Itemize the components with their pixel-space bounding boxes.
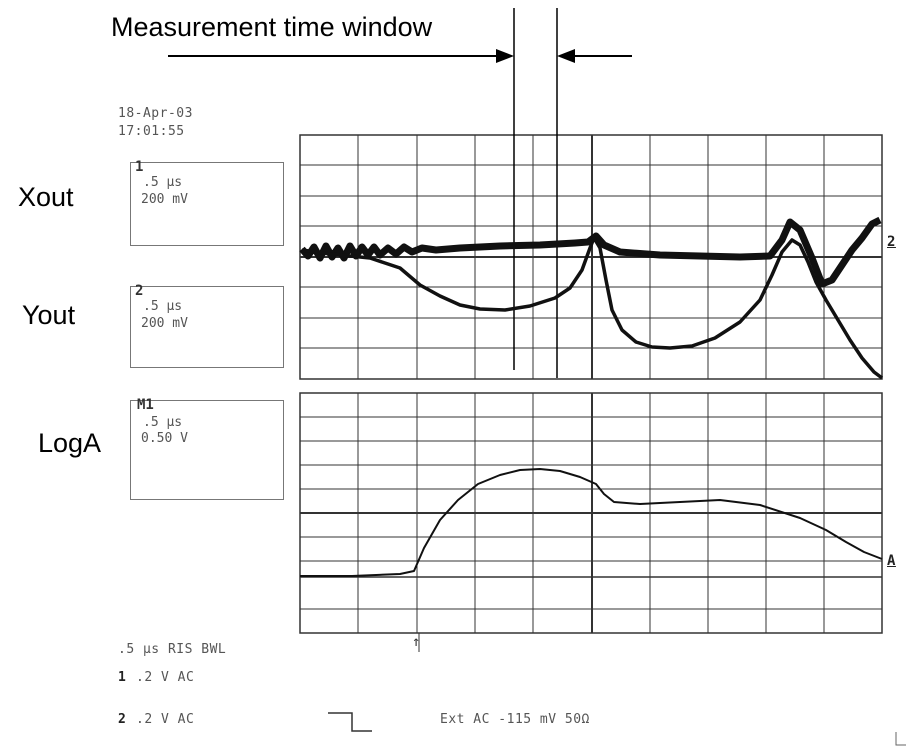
- footer-trigger-settings: Ext AC -115 mV 50Ω: [440, 712, 590, 727]
- trigger-edge-icon: [328, 712, 372, 732]
- footer-timebase: .5 µs RIS BWL: [118, 642, 227, 657]
- math-channel-number: M1: [137, 397, 154, 413]
- ref-marker-2: 2: [887, 234, 896, 250]
- channel-2-box: 2 .5 µs 200 mV: [130, 283, 284, 368]
- footer-ch2-settings: .2 V AC: [136, 712, 195, 727]
- loga-trace: [300, 468, 883, 577]
- channel-1-number: 1: [135, 159, 144, 175]
- xout-trace: [299, 216, 882, 288]
- channel-1-box: 1 .5 µs 200 mV: [130, 159, 284, 246]
- channel-2-scale: 200 mV: [141, 316, 188, 331]
- corner-mark: [895, 732, 906, 746]
- left-arrowhead-icon: [557, 49, 575, 63]
- math-channel-scale: 0.50 V: [141, 431, 188, 446]
- math-channel-timebase: .5 µs: [143, 415, 183, 430]
- channel-name-xout: Xout: [18, 182, 74, 212]
- yout-trace: [301, 236, 884, 380]
- right-arrowhead-icon: [496, 49, 514, 63]
- channel-1-scale: 200 mV: [141, 192, 188, 207]
- scope-date: 18-Apr-03: [118, 106, 193, 121]
- footer-ch2-number: 2: [118, 712, 127, 727]
- footer-ch1-settings: .2 V AC: [136, 670, 195, 685]
- bottom-grid: [299, 392, 883, 634]
- measurement-window-label: Measurement time window: [111, 12, 433, 42]
- channel-name-loga: LogA: [38, 428, 102, 458]
- ref-marker-a: A: [887, 553, 896, 569]
- channel-2-timebase: .5 µs: [143, 299, 183, 314]
- math-channel-box: M1 .5 µs 0.50 V: [130, 397, 284, 500]
- channel-name-yout: Yout: [22, 300, 76, 330]
- trigger-marker-icon: ↑: [412, 634, 421, 650]
- scope-time: 17:01:55: [118, 124, 185, 139]
- top-grid: [299, 134, 883, 380]
- footer-ch1-number: 1: [118, 670, 127, 685]
- channel-1-timebase: .5 µs: [143, 175, 183, 190]
- channel-2-number: 2: [135, 283, 144, 299]
